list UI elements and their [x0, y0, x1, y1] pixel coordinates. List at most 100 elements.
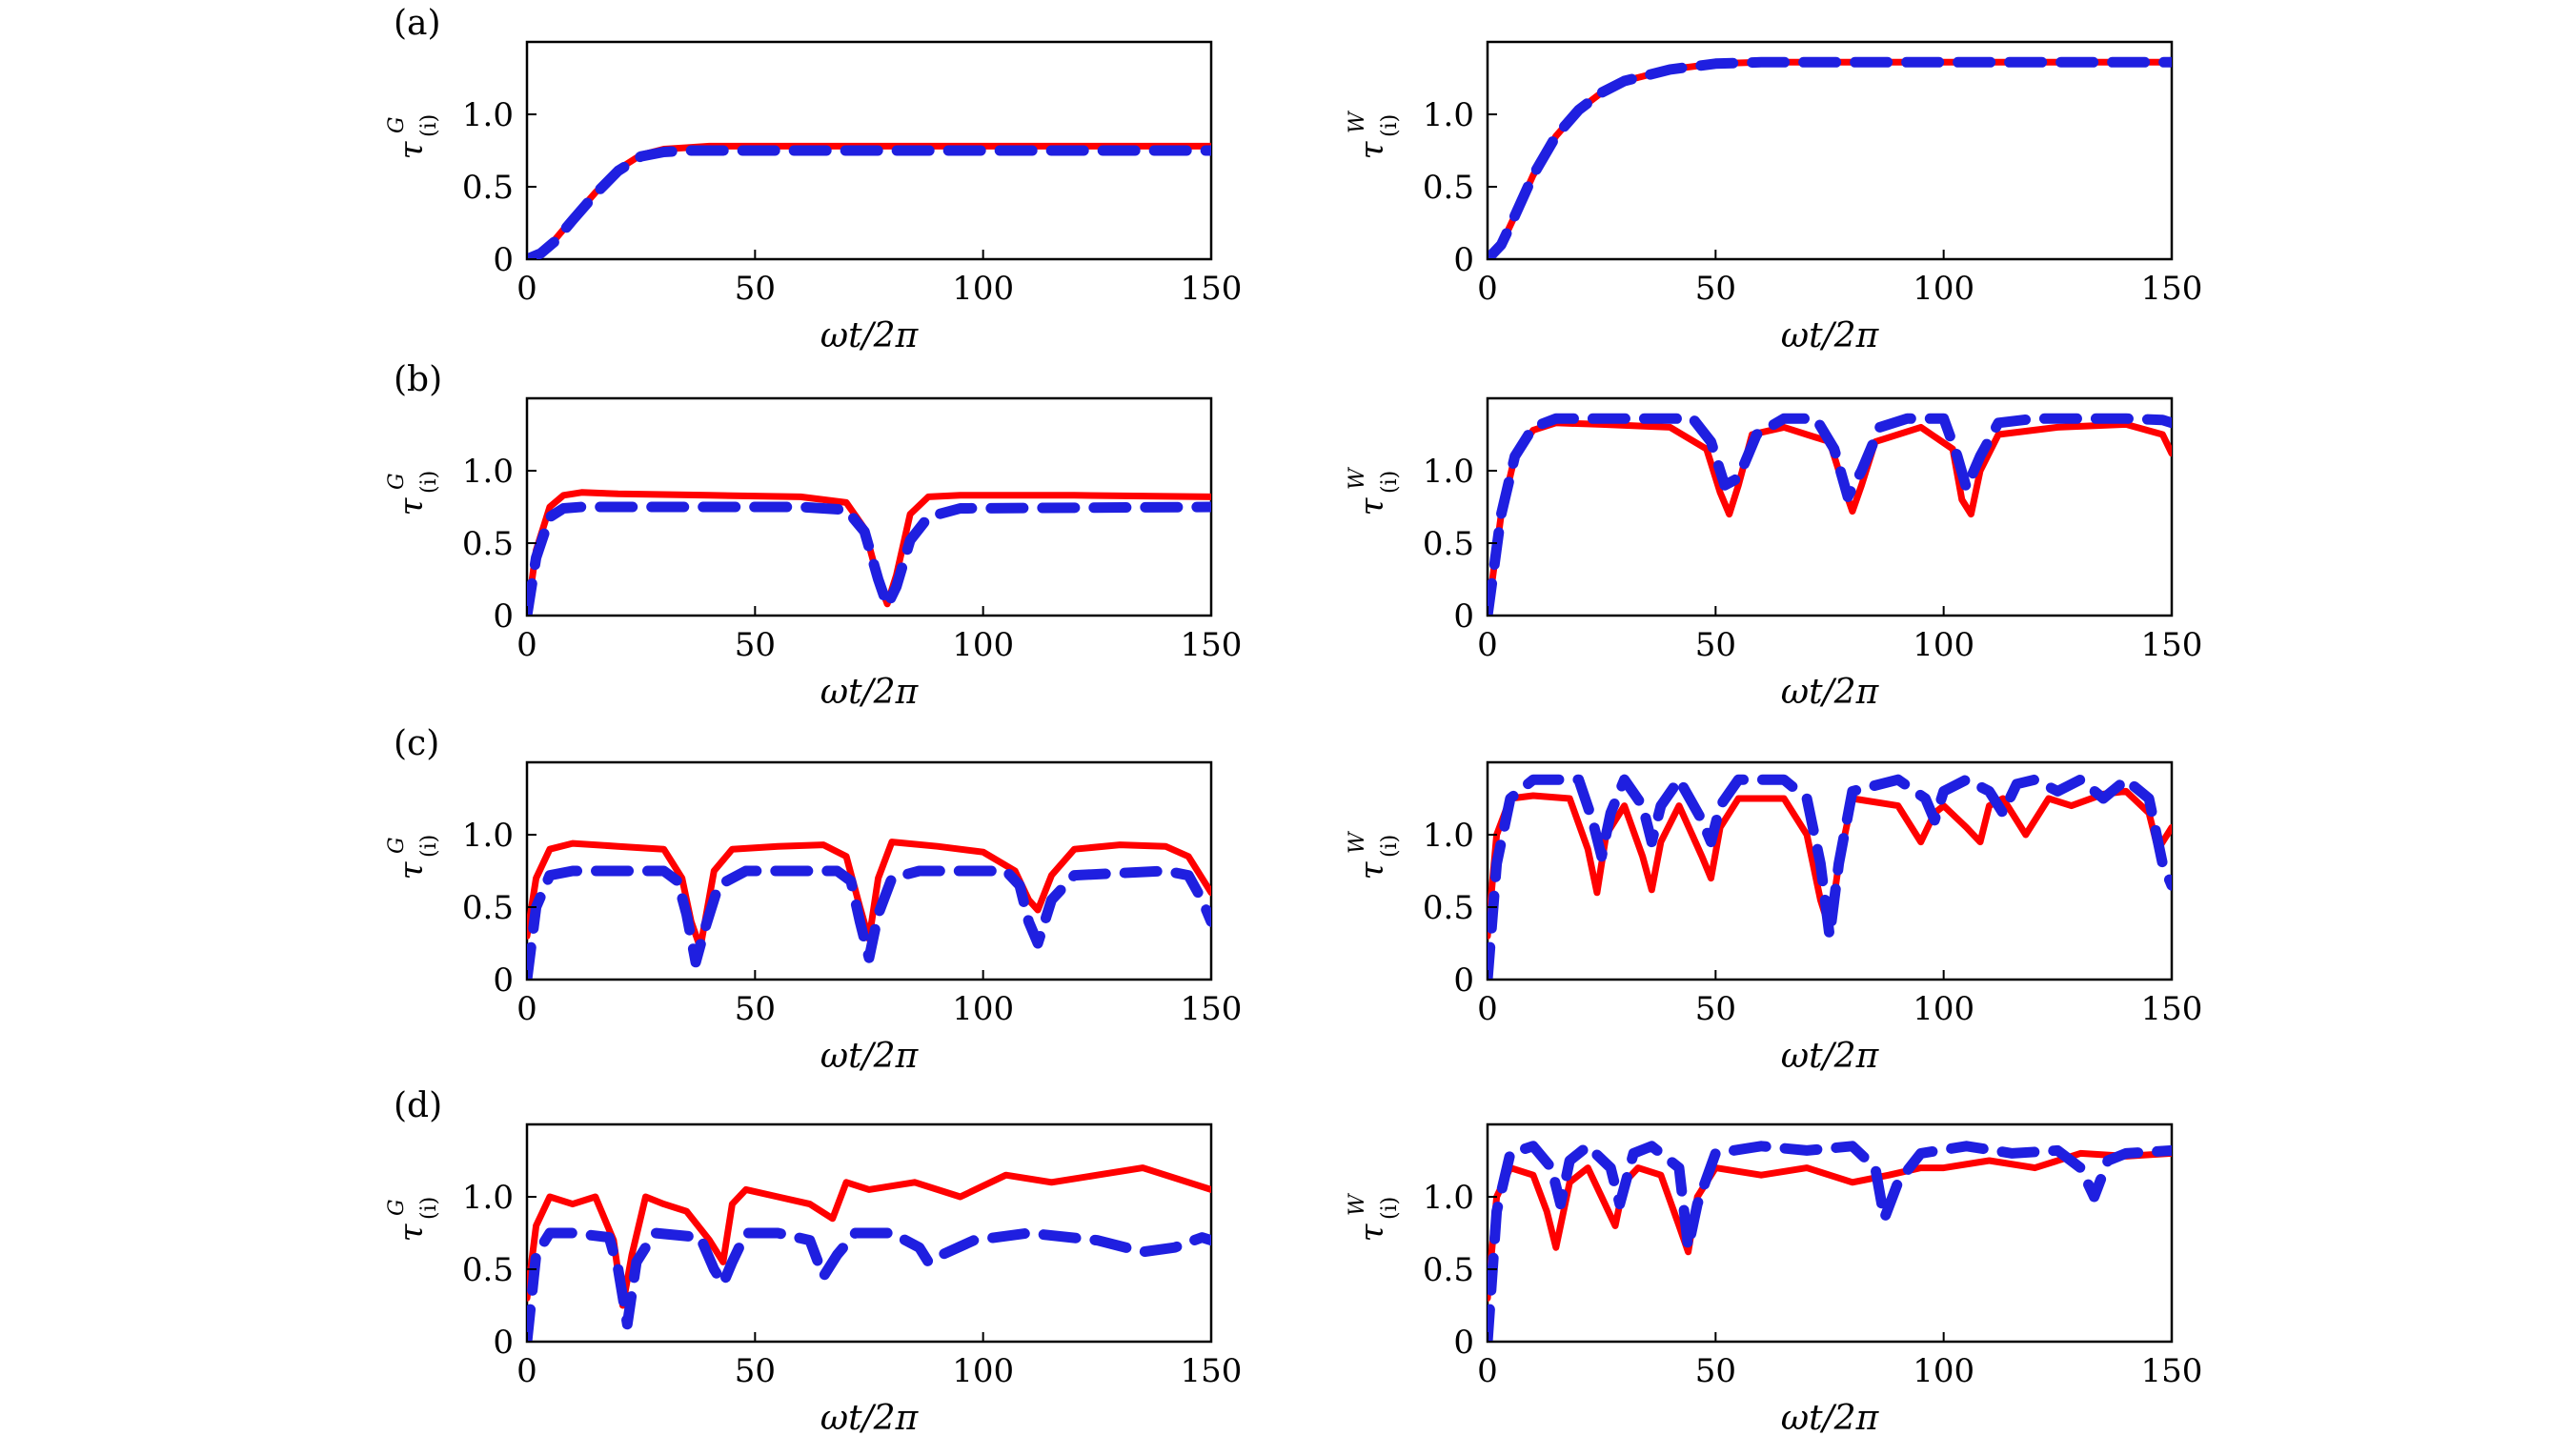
y-tick-label: 0 — [1453, 961, 1474, 1000]
x-tick-label: 0 — [516, 270, 537, 308]
y-tick-label: 1.0 — [462, 817, 514, 855]
y-axis-label-subscript: (i) — [417, 1197, 441, 1220]
y-tick-label: 0.5 — [462, 169, 514, 207]
y-tick-label: 1.0 — [1423, 817, 1474, 855]
panel-4: 0 50 100 150 0 0.5 1.0 ωt/2π τW (i) — [1346, 396, 2202, 712]
y-tick-label: 0.5 — [1423, 1251, 1474, 1289]
y-axis-label-symbol: τ — [393, 1223, 431, 1242]
x-tick-label: 150 — [2141, 1352, 2203, 1390]
panel-label: (b) — [394, 360, 442, 399]
y-tick-label: 0 — [493, 241, 514, 279]
dashed-series-line — [1488, 56, 2172, 259]
y-axis-label-subscript: (i) — [1378, 835, 1402, 858]
panel-8: 0 50 100 150 0 0.5 1.0 ωt/2π τW (i) — [1346, 1122, 2203, 1438]
dashed-series-line — [527, 1227, 1211, 1342]
solid-series-line — [527, 142, 1211, 259]
panel-3: 0 50 100 150 0 0.5 1.0 ωt/2π τG (i) (b) — [385, 360, 1242, 712]
x-tick-label: 100 — [952, 1352, 1014, 1390]
y-tick-label: 0 — [493, 961, 514, 1000]
x-tick-label: 0 — [516, 1352, 537, 1390]
axes-frame — [525, 1122, 1213, 1344]
axes-frame — [1486, 396, 2174, 617]
y-tick-label: 1.0 — [462, 96, 514, 134]
y-tick-label: 1.0 — [1423, 96, 1474, 134]
y-axis-label-subscript: (i) — [417, 114, 441, 137]
x-tick-label: 100 — [1913, 1352, 1974, 1390]
y-tick-label: 0 — [493, 1324, 514, 1362]
y-axis-label: τG (i) — [385, 835, 441, 880]
solid-series-line — [1488, 58, 2172, 259]
y-axis-label: τW (i) — [1346, 1192, 1402, 1242]
y-axis-label-superscript: G — [385, 473, 409, 490]
x-tick-label: 50 — [1695, 270, 1736, 308]
panel-6: 0 50 100 150 0 0.5 1.0 ωt/2π τW (i) — [1346, 760, 2203, 1076]
y-axis-label-superscript: G — [385, 116, 409, 133]
x-tick-label: 0 — [1477, 1352, 1498, 1390]
x-axis-label: ωt/2π — [1781, 1399, 1880, 1438]
y-axis-label-symbol: τ — [1353, 140, 1391, 159]
axes-frame — [1486, 760, 2174, 981]
x-tick-label: 100 — [952, 626, 1014, 664]
x-tick-label: 50 — [735, 270, 776, 308]
panel-label: (c) — [394, 724, 439, 763]
y-tick-label: 0 — [1453, 1324, 1474, 1362]
x-axis-label: ωt/2π — [820, 1399, 920, 1438]
x-tick-label: 100 — [1913, 626, 1974, 664]
dashed-series-line — [527, 501, 1211, 616]
panel-label: (d) — [394, 1086, 442, 1125]
y-tick-label: 1.0 — [462, 1179, 514, 1217]
y-axis-label: τW (i) — [1346, 466, 1402, 516]
x-tick-label: 150 — [1181, 270, 1243, 308]
solid-series-line — [1488, 419, 2172, 616]
x-tick-label: 100 — [1913, 270, 1974, 308]
x-tick-label: 50 — [1695, 990, 1736, 1028]
y-axis-label: τG (i) — [385, 1197, 441, 1243]
y-tick-label: 1.0 — [1423, 1179, 1474, 1217]
panel-2: 0 50 100 150 0 0.5 1.0 ωt/2π τW (i) — [1346, 40, 2202, 355]
y-axis-label-superscript: W — [1346, 830, 1369, 854]
y-axis-label-symbol: τ — [1353, 860, 1391, 880]
y-tick-label: 0.5 — [462, 889, 514, 927]
x-tick-label: 50 — [735, 1352, 776, 1390]
panel-label: (a) — [394, 4, 441, 43]
y-axis-label-superscript: G — [385, 1199, 409, 1216]
y-axis-label-symbol: τ — [393, 860, 431, 880]
y-axis-label: τG (i) — [385, 114, 441, 160]
x-tick-label: 0 — [1477, 990, 1498, 1028]
solid-series-line — [1488, 1149, 2172, 1302]
axes-frame — [525, 760, 1213, 981]
x-tick-label: 150 — [2141, 990, 2203, 1028]
x-tick-label: 50 — [1695, 626, 1736, 664]
x-tick-label: 150 — [1181, 990, 1243, 1028]
x-tick-label: 0 — [516, 990, 537, 1028]
x-tick-label: 50 — [1695, 1352, 1736, 1390]
solid-series-line — [527, 1164, 1211, 1309]
y-axis-label: τG (i) — [385, 471, 441, 516]
y-tick-label: 0.5 — [462, 1251, 514, 1289]
y-axis-label: τW (i) — [1346, 830, 1402, 880]
x-axis-label: ωt/2π — [1781, 316, 1880, 355]
y-axis-label-superscript: W — [1346, 466, 1369, 490]
panel-1: 0 50 100 150 0 0.5 1.0 ωt/2π τG (i) (a) — [385, 4, 1242, 355]
x-axis-label: ωt/2π — [1781, 1037, 1880, 1076]
y-axis-label-subscript: (i) — [417, 835, 441, 858]
dashed-series-line — [527, 145, 1211, 259]
x-tick-label: 100 — [952, 990, 1014, 1028]
x-tick-label: 0 — [1477, 626, 1498, 664]
y-axis-label: τW (i) — [1346, 110, 1402, 159]
x-tick-label: 0 — [516, 626, 537, 664]
x-tick-label: 150 — [1181, 626, 1243, 664]
y-axis-label-subscript: (i) — [1378, 471, 1402, 494]
y-axis-label-symbol: τ — [1353, 496, 1391, 516]
axes-frame — [1486, 40, 2174, 261]
y-tick-label: 0 — [1453, 241, 1474, 279]
dashed-series-line — [1488, 413, 2172, 616]
x-axis-label: ωt/2π — [820, 316, 920, 355]
y-axis-label-symbol: τ — [1353, 1223, 1391, 1242]
x-tick-label: 0 — [1477, 270, 1498, 308]
dashed-series-line — [1488, 774, 2172, 980]
panel-7: 0 50 100 150 0 0.5 1.0 ωt/2π τG (i) (d) — [385, 1086, 1242, 1438]
x-axis-label: ωt/2π — [1781, 673, 1880, 712]
y-axis-label-symbol: τ — [393, 140, 431, 159]
